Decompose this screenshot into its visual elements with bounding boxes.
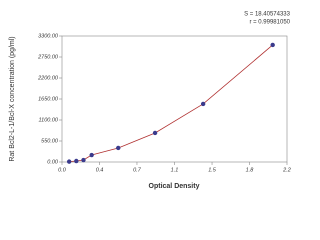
point bbox=[116, 145, 121, 151]
x-tick-label: 1.8 bbox=[246, 167, 255, 173]
y-tick-label: 0.00 bbox=[47, 159, 59, 165]
annotation: r = 0.99981050 bbox=[249, 20, 290, 26]
x-tick-label: 1.5 bbox=[208, 167, 217, 173]
x-tick-label: 1.1 bbox=[171, 167, 179, 173]
plot-area bbox=[61, 35, 288, 163]
point bbox=[270, 42, 275, 48]
y-tick-label: 2750.00 bbox=[37, 54, 59, 60]
x-tick-label: 2.2 bbox=[282, 167, 291, 173]
point bbox=[66, 159, 72, 164]
point bbox=[152, 130, 158, 136]
x-tick-label: 0.0 bbox=[58, 167, 67, 173]
x-tick-label: 0.4 bbox=[96, 167, 104, 173]
y-tick-label: 550.00 bbox=[41, 138, 59, 144]
y-axis-label: Rat Bcl2-L-1/Bcl-X concentration (pg/ml) bbox=[9, 36, 16, 161]
point bbox=[81, 157, 86, 163]
chart: S = 18.40574333 r = 0.99981050 Optical D… bbox=[9, 12, 291, 190]
y-tick-label: 1100.00 bbox=[39, 117, 59, 123]
point bbox=[74, 158, 79, 164]
x-tick-label: 0.7 bbox=[133, 167, 142, 173]
y-tick-label: 1650.00 bbox=[38, 96, 59, 102]
y-tick-label: 3300.00 bbox=[38, 33, 59, 39]
point bbox=[89, 152, 94, 158]
y-tick-label: 2200.00 bbox=[37, 75, 59, 81]
annotation: S = 18.40574333 bbox=[244, 12, 291, 18]
x-axis-label: Optical Density bbox=[149, 183, 200, 190]
point bbox=[200, 101, 206, 107]
